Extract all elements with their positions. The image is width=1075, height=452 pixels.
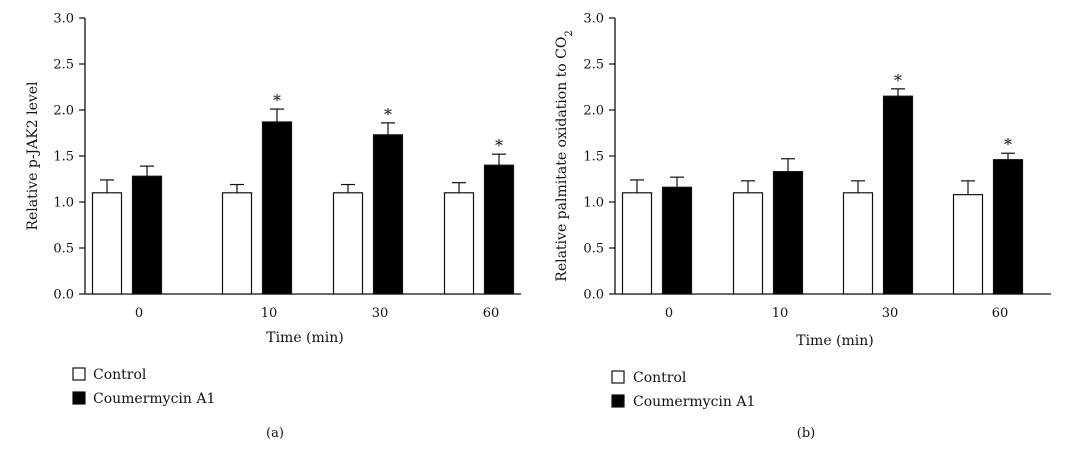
panel-a-x-tick-label: 10 <box>261 306 278 321</box>
panel-a-bar-control-60 <box>443 192 475 295</box>
panel-a-y-tick-label: 0.5 <box>53 242 74 257</box>
panel-b-y-tick-label: 3.0 <box>583 12 604 27</box>
panel-a-significance-marker: * <box>273 91 281 110</box>
panel-b-legend-label-coumermycin: Coumermycin A1 <box>633 394 755 410</box>
panel-b-y-axis-title: Relative palmitate oxidation to CO2 <box>554 30 575 281</box>
panel-b-legend-swatch-control <box>611 370 625 384</box>
panel-b-bar-coumermycin-10 <box>772 171 804 295</box>
panel-b-legend: Control Coumermycin A1 <box>611 370 755 410</box>
panel-b-bar-control-30 <box>842 192 874 295</box>
panel-b-y-axis-title-subscript: 2 <box>564 30 575 36</box>
panel-a-x-tick-label: 0 <box>135 306 143 321</box>
panel-a-bar-control-10 <box>221 192 253 295</box>
panel-b-bar-control-10 <box>732 192 764 295</box>
panel-b-x-tick-label: 60 <box>992 306 1009 321</box>
panel-b-bar-coumermycin-0 <box>661 186 693 295</box>
panel-b-x-axis-title: Time (min) <box>796 333 874 349</box>
panel-a-bar-coumermycin-0 <box>131 175 163 295</box>
panel-b-significance-marker: * <box>894 71 902 90</box>
panel-a-x-tick-label: 60 <box>483 306 500 321</box>
panel-a-y-axis-title: Relative p-JAK2 level <box>25 81 41 231</box>
panel-b-legend-label-control: Control <box>633 370 687 386</box>
panel-b-x-tick-label: 0 <box>665 306 673 321</box>
panel-a-legend-swatch-coumermycin <box>72 391 86 405</box>
panel-b-y-tick-label: 1.5 <box>583 150 604 165</box>
panel-b-bar-coumermycin-60 <box>992 159 1024 295</box>
panel-a-label: (a) <box>266 426 284 441</box>
panel-b-label: (b) <box>797 426 815 441</box>
panel-a-bar-coumermycin-30 <box>372 134 404 295</box>
panel-a-bar-coumermycin-10 <box>261 121 293 295</box>
panel-b-x-tick-label: 30 <box>882 306 899 321</box>
panel-a-y-tick-label: 2.5 <box>53 58 74 73</box>
panel-b-y-axis-title-main: Relative palmitate oxidation to CO <box>554 37 570 282</box>
panel-b-y-tick-label: 0.0 <box>583 288 604 303</box>
panel-a-significance-marker: * <box>384 105 392 124</box>
panel-a-x-tick-label: 30 <box>372 306 389 321</box>
panel-a-bar-control-30 <box>332 192 364 295</box>
panel-a-y-tick-label: 3.0 <box>53 12 74 27</box>
panel-b-x-tick-label: 10 <box>772 306 789 321</box>
panel-b-y-ticks: 0.0 0.5 1.0 1.5 2.0 2.5 3.0 <box>583 12 615 303</box>
panel-b-legend-swatch-coumermycin <box>611 394 625 408</box>
panel-a-bars: * * * <box>91 91 515 295</box>
panel-a-y-ticks: 0.0 0.5 1.0 1.5 2.0 2.5 3.0 <box>53 12 85 303</box>
panel-a-y-tick-label: 1.0 <box>53 196 74 211</box>
panel-a-x-axis-title: Time (min) <box>266 330 344 346</box>
panel-a-legend: Control Coumermycin A1 <box>72 367 215 407</box>
panel-b-chart: 0.00.51.01.52.02.53.0 ** 0 10 30 60 Time (m… <box>554 12 1051 441</box>
panel-b-y-tick-label: 2.5 <box>583 58 604 73</box>
panel-a-significance-marker: * <box>495 136 503 155</box>
panel-a-x-ticks: 0 10 30 60 <box>135 306 499 321</box>
panel-a-y-tick-label: 1.5 <box>53 150 74 165</box>
panel-a-chart: 0.0 0.5 1.0 1.5 2.0 2.5 3.0 * * * 0 10 30 60 Time (… <box>25 12 521 441</box>
panel-a-bar-control-0 <box>91 192 123 295</box>
panel-a-y-tick-label: 0.0 <box>53 288 74 303</box>
panel-a-legend-swatch-control <box>72 367 86 381</box>
panel-b-y-tick-label: 0.5 <box>583 242 604 257</box>
panel-a-bar-coumermycin-60 <box>483 164 515 295</box>
panel-b-bar-control-60 <box>952 194 984 295</box>
panel-a-y-tick-label: 2.0 <box>53 104 74 119</box>
panel-b-bar-coumermycin-30 <box>882 95 914 295</box>
panel-b-x-ticks: 0 10 30 60 <box>665 306 1008 321</box>
panel-b-significance-marker: * <box>1004 135 1012 154</box>
panel-a-legend-label-coumermycin: Coumermycin A1 <box>93 391 215 407</box>
panel-b-y-tick-label: 2.0 <box>583 104 604 119</box>
panel-a-legend-label-control: Control <box>93 367 147 383</box>
panel-b-bar-control-0 <box>621 192 653 295</box>
panel-b-y-tick-label: 1.0 <box>583 196 604 211</box>
panel-b-bars: ** <box>621 71 1024 295</box>
